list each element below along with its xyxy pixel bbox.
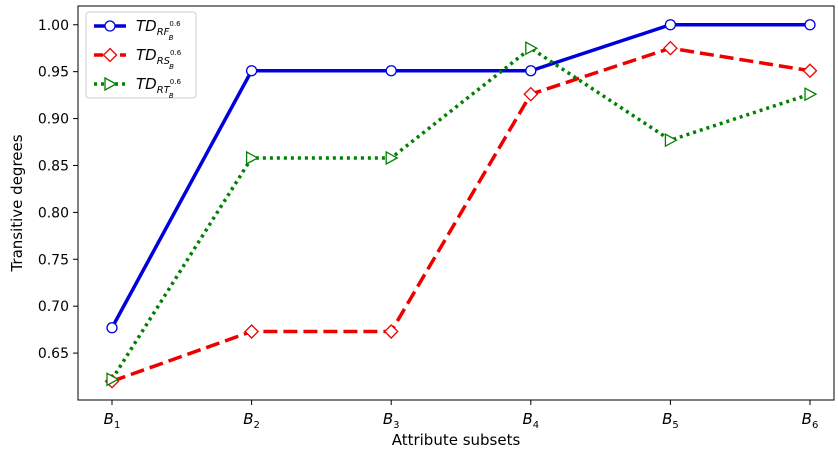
x-tick-label: B1 — [104, 410, 121, 431]
data-point — [523, 86, 539, 102]
data-point — [106, 322, 118, 334]
y-axis-label: Transitive degrees — [8, 134, 26, 272]
y-tick-label: 1.00 — [38, 18, 69, 34]
legend-entry-label: TDRF0.6 B — [136, 17, 181, 42]
y-tick-label: 0.90 — [38, 112, 69, 128]
legend-box — [85, 11, 197, 99]
data-point — [802, 63, 818, 79]
data-point — [804, 87, 818, 102]
data-point — [106, 372, 120, 387]
x-tick-label: B4 — [522, 410, 539, 431]
data-point — [245, 65, 258, 77]
legend-entry-label: TDRS0.6 B — [136, 46, 182, 71]
data-point — [383, 324, 399, 339]
legend-marker — [102, 47, 118, 63]
data-point — [385, 65, 397, 77]
y-tick-label: 0.80 — [38, 205, 69, 221]
y-tick-label: 0.65 — [38, 346, 69, 362]
x-tick-label: B5 — [662, 410, 679, 431]
x-tick-label: B6 — [802, 410, 819, 431]
y-tick-label: 0.95 — [38, 65, 69, 81]
series-line-1 — [110, 23, 810, 329]
x-tick-label: B2 — [243, 410, 260, 431]
series-line-2 — [111, 46, 811, 383]
data-point — [804, 19, 816, 31]
y-tick-label: 0.85 — [38, 158, 69, 174]
legend-marker — [104, 20, 116, 32]
data-point — [525, 65, 537, 77]
y-tick-label: 0.75 — [38, 252, 69, 268]
series-line-3 — [110, 46, 811, 381]
data-point — [245, 150, 259, 166]
legend-marker — [104, 76, 118, 92]
data-point — [664, 133, 678, 148]
x-tick-label: B3 — [383, 410, 400, 431]
x-axis-label: Attribute subsets — [392, 431, 521, 449]
y-tick-label: 0.70 — [38, 299, 69, 315]
data-point — [525, 41, 539, 56]
data-point — [662, 40, 678, 56]
data-point — [385, 150, 399, 166]
legend-entry-label: TDRT0.6 B — [136, 75, 181, 100]
data-point — [664, 19, 677, 31]
data-point — [244, 324, 260, 339]
plot-frame — [77, 5, 835, 401]
